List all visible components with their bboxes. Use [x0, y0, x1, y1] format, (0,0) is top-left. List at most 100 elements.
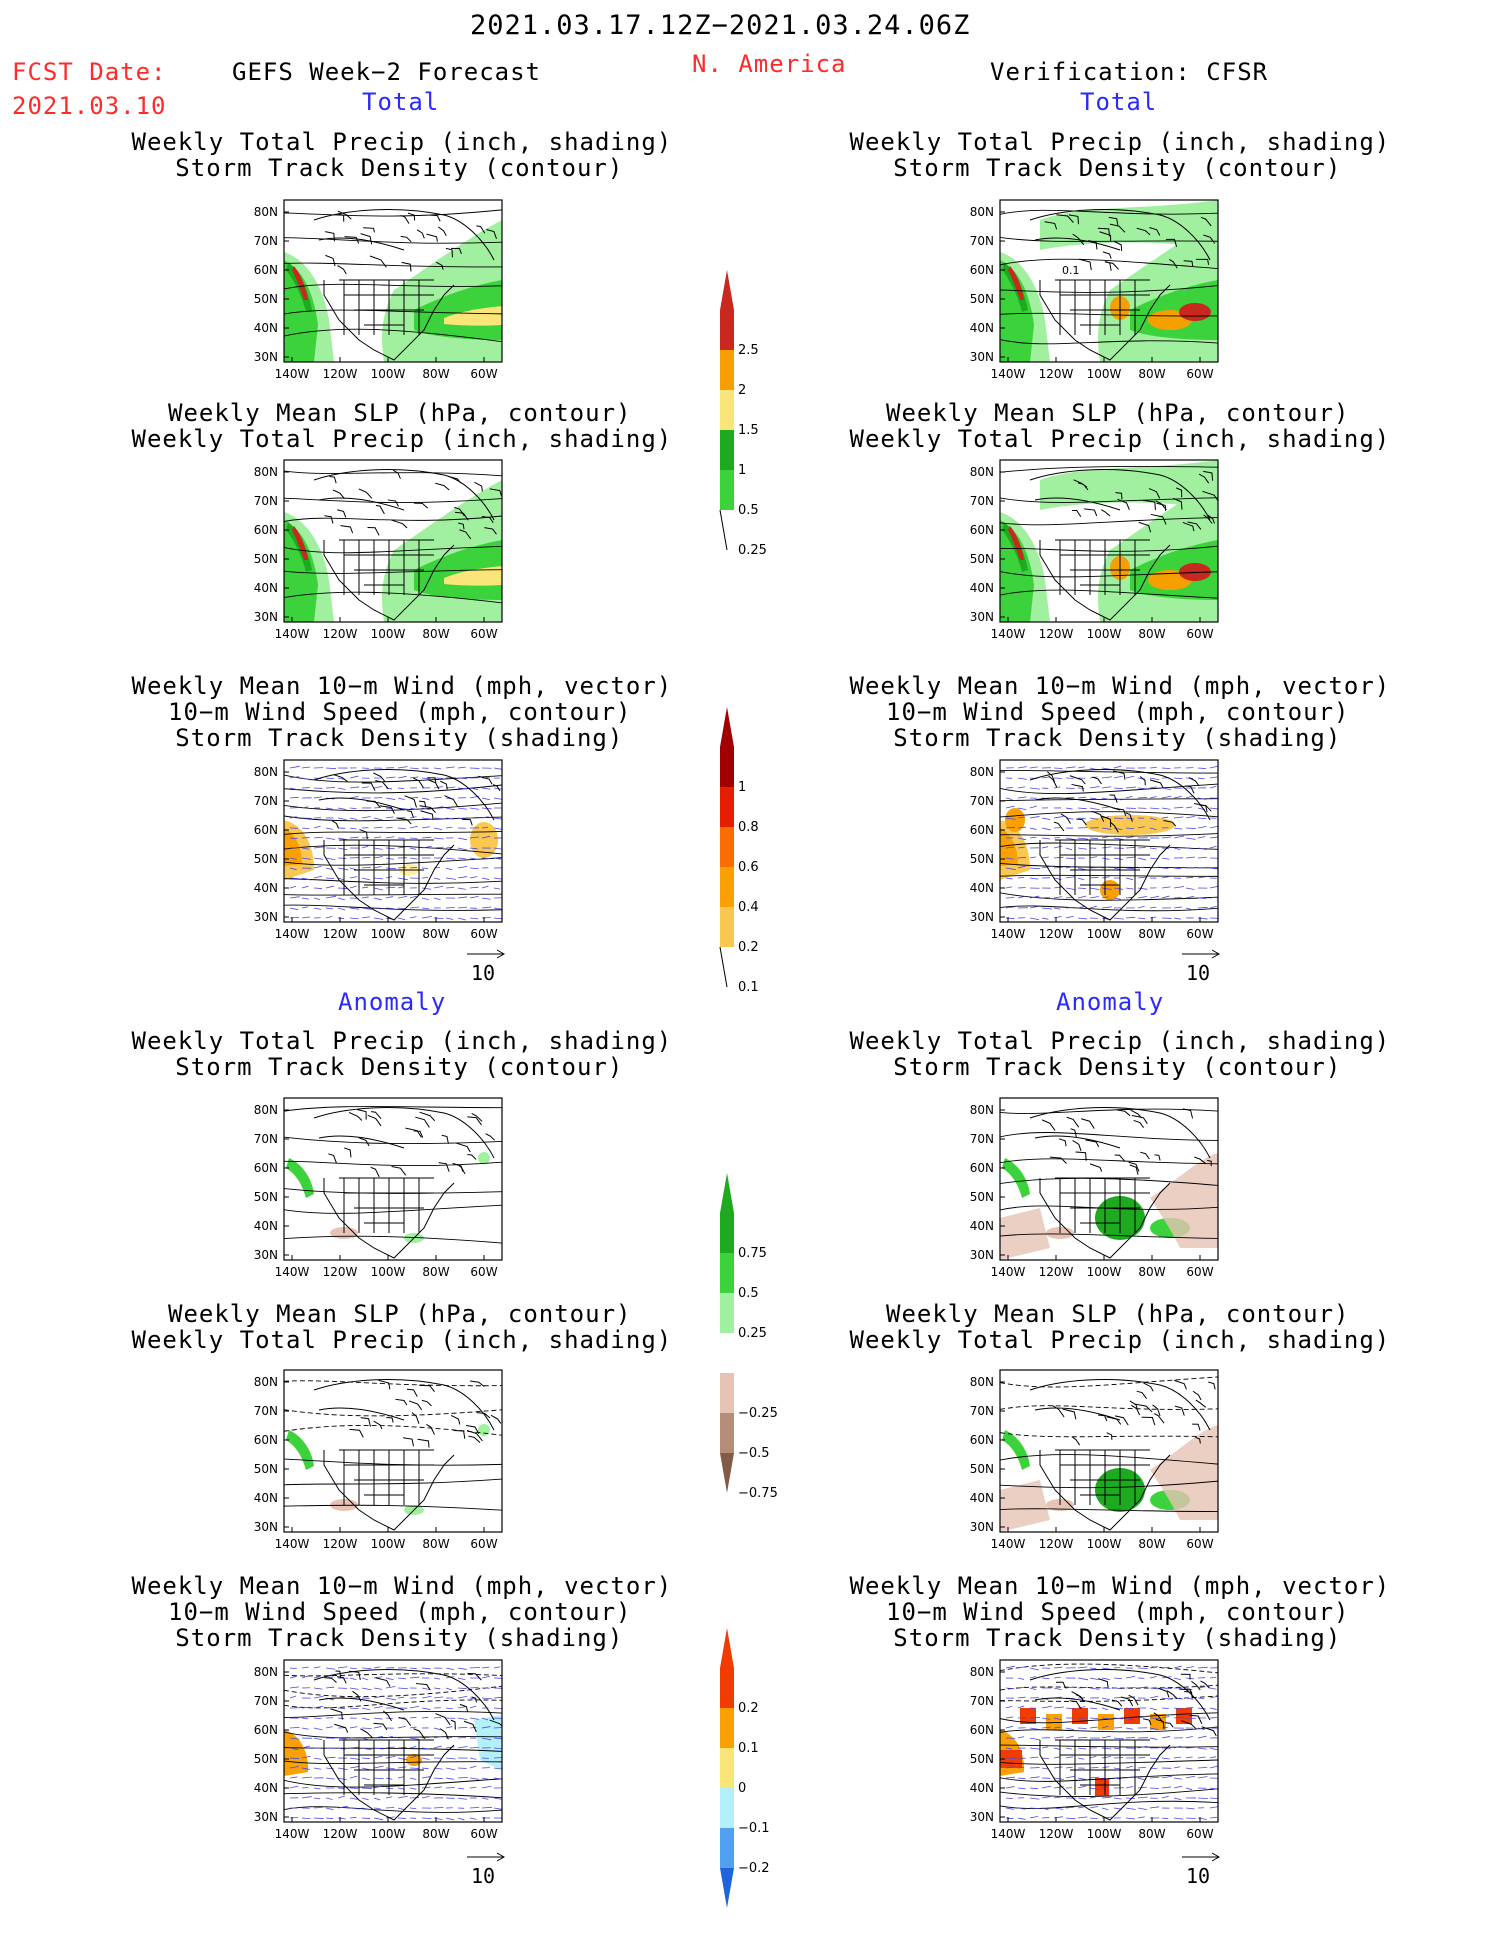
lon-tick-label: 140W — [275, 1265, 310, 1279]
lon-tick-label: 140W — [275, 367, 310, 381]
colorbar-tick-label: −0.1 — [738, 1821, 770, 1836]
fcst-date-label: FCST Date: — [12, 58, 167, 86]
lat-tick-label: 50N — [970, 292, 994, 306]
colorbar-tick-label: 0.2 — [738, 940, 759, 955]
lon-tick-label: 60W — [1186, 627, 1213, 641]
lon-tick-label: 60W — [470, 627, 497, 641]
lat-tick-label: 60N — [254, 263, 278, 277]
lat-tick-label: 50N — [970, 1752, 994, 1766]
lat-tick-label: 40N — [254, 321, 278, 335]
lon-tick-label: 100W — [1087, 1537, 1122, 1551]
lat-tick-label: 80N — [970, 205, 994, 219]
lat-tick-label: 40N — [970, 1491, 994, 1505]
lat-tick-label: 60N — [254, 1723, 278, 1737]
lat-tick-label: 30N — [970, 1248, 994, 1262]
lat-tick-label: 70N — [254, 1404, 278, 1418]
lat-tick-label: 40N — [254, 881, 278, 895]
lon-tick-label: 120W — [1039, 627, 1074, 641]
lat-tick-label: 50N — [254, 292, 278, 306]
lat-tick-label: 80N — [254, 1665, 278, 1679]
lat-tick-label: 60N — [254, 523, 278, 537]
vector-ref-label-r5-c0: 10 — [471, 1864, 495, 1888]
colorbar-precip_total: 2.521.510.50.25 — [718, 270, 798, 580]
section-total-right: Total — [1080, 88, 1157, 116]
lat-tick-label: 80N — [970, 1103, 994, 1117]
colorbar-tick-label: 0.8 — [738, 820, 759, 835]
lat-tick-label: 50N — [970, 1462, 994, 1476]
lat-tick-label: 30N — [970, 610, 994, 624]
lon-tick-label: 80W — [422, 1265, 449, 1279]
lat-tick-label: 60N — [970, 1433, 994, 1447]
lat-tick-label: 80N — [254, 765, 278, 779]
lat-tick-label: 40N — [970, 1219, 994, 1233]
lat-tick-label: 40N — [970, 1781, 994, 1795]
colorbar-track_total: 10.80.60.40.20.1 — [718, 707, 798, 1017]
lon-tick-label: 120W — [323, 1265, 358, 1279]
fcst-date-value: 2021.03.10 — [12, 92, 167, 120]
lat-tick-label: 70N — [970, 794, 994, 808]
lat-tick-label: 50N — [254, 1190, 278, 1204]
lat-tick-label: 80N — [970, 1375, 994, 1389]
lon-tick-label: 100W — [1087, 627, 1122, 641]
colorbar-tick-label: −0.75 — [738, 1486, 778, 1501]
vector-ref-arrow-r2-c0 — [465, 947, 509, 961]
vector-ref-label-r2-c1: 10 — [1186, 961, 1210, 985]
lon-tick-label: 120W — [323, 367, 358, 381]
lon-tick-label: 60W — [1186, 367, 1213, 381]
model-title: GEFS Week−2 Forecast — [232, 58, 541, 86]
lon-tick-label: 100W — [371, 927, 406, 941]
lon-tick-label: 120W — [323, 1827, 358, 1841]
colorbar-tick-label: 2.5 — [738, 343, 759, 358]
lon-tick-label: 80W — [422, 1827, 449, 1841]
lat-tick-label: 30N — [970, 910, 994, 924]
lon-tick-label: 120W — [1039, 1827, 1074, 1841]
lon-tick-label: 140W — [275, 927, 310, 941]
lat-tick-label: 60N — [970, 263, 994, 277]
lon-tick-label: 60W — [470, 1265, 497, 1279]
lat-tick-label: 50N — [970, 852, 994, 866]
lon-tick-label: 100W — [1087, 1265, 1122, 1279]
lon-tick-label: 80W — [422, 367, 449, 381]
lon-tick-label: 60W — [470, 367, 497, 381]
lat-tick-label: 60N — [970, 1161, 994, 1175]
lon-tick-label: 140W — [275, 1827, 310, 1841]
lon-tick-label: 140W — [275, 627, 310, 641]
section-anomaly-right: Anomaly — [1056, 988, 1164, 1016]
colorbar-tick-label: 0.25 — [738, 1326, 767, 1341]
section-total-left: Total — [362, 88, 439, 116]
period-title: 2021.03.17.12Z−2021.03.24.06Z — [470, 10, 970, 41]
colorbar-tick-label: 0.75 — [738, 1246, 767, 1261]
lon-tick-label: 140W — [991, 627, 1026, 641]
vector-ref-arrow-r5-c0 — [465, 1850, 509, 1864]
lon-tick-label: 140W — [991, 1265, 1026, 1279]
lat-tick-label: 60N — [254, 1433, 278, 1447]
lat-tick-label: 70N — [254, 234, 278, 248]
lat-tick-label: 40N — [970, 581, 994, 595]
lon-tick-label: 120W — [323, 1537, 358, 1551]
lon-tick-label: 80W — [422, 627, 449, 641]
lat-tick-label: 60N — [970, 823, 994, 837]
lat-tick-label: 80N — [254, 205, 278, 219]
colorbar-tick-label: 0 — [738, 1781, 746, 1796]
lat-tick-label: 40N — [254, 581, 278, 595]
lat-tick-label: 50N — [254, 1462, 278, 1476]
lat-tick-label: 70N — [254, 494, 278, 508]
lat-tick-label: 50N — [254, 852, 278, 866]
lon-tick-label: 100W — [371, 1265, 406, 1279]
lon-tick-label: 60W — [470, 1537, 497, 1551]
lat-tick-label: 70N — [970, 1694, 994, 1708]
colorbar-tick-label: 1 — [738, 463, 746, 478]
lat-tick-label: 60N — [254, 823, 278, 837]
lon-tick-label: 140W — [991, 1827, 1026, 1841]
lat-tick-label: 40N — [254, 1781, 278, 1795]
colorbar-tick-label: 0.4 — [738, 900, 759, 915]
lat-tick-label: 50N — [254, 552, 278, 566]
